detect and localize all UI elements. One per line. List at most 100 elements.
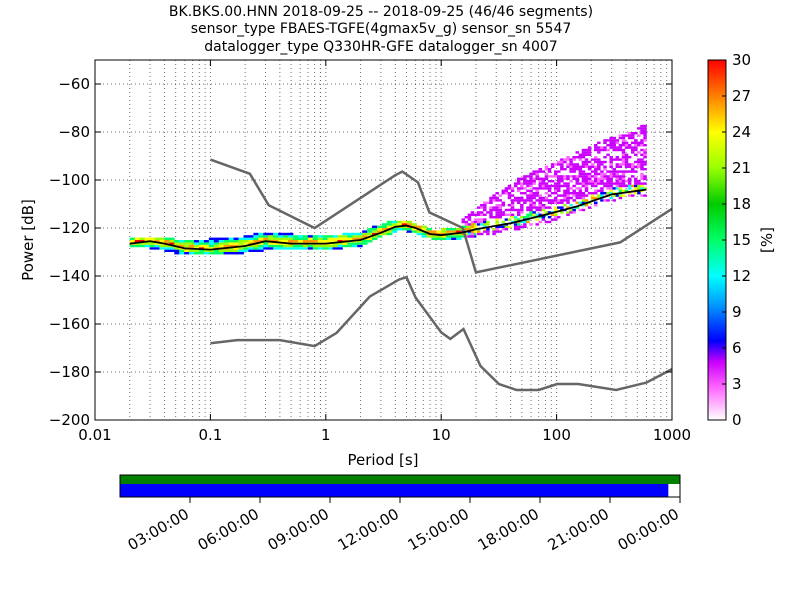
density-cell (544, 177, 549, 180)
density-cell (466, 225, 472, 228)
density-cell (566, 156, 570, 159)
density-cell (640, 127, 644, 130)
density-cell (292, 235, 299, 238)
density-cell (557, 187, 561, 190)
density-cell (476, 223, 481, 226)
density-cell (637, 182, 641, 185)
noise-models (209, 158, 673, 392)
density-cell (618, 182, 623, 185)
density-cell (547, 211, 552, 214)
density-cell (578, 175, 583, 178)
density-cell (630, 136, 635, 140)
density-cell (139, 240, 145, 243)
colorbar-tick-label: 21 (732, 159, 751, 177)
density-cell (640, 177, 644, 180)
density-cell (553, 192, 558, 195)
x-tick-label: 0.1 (198, 426, 222, 444)
density-cell (516, 187, 521, 190)
density-cell (426, 228, 432, 231)
density-cell (578, 153, 583, 156)
density-cell (253, 240, 259, 243)
density-cell (624, 134, 629, 137)
density-cell (516, 201, 521, 204)
density-cell (223, 249, 230, 252)
density-cell (560, 184, 564, 188)
density-cell (640, 168, 644, 171)
density-cell (538, 208, 543, 212)
density-cell (263, 244, 269, 248)
density-cell (504, 228, 509, 231)
density-cell (377, 235, 383, 238)
density-cell (587, 160, 592, 164)
density-cell (352, 235, 358, 238)
density-cell (526, 199, 530, 202)
density-cell (575, 194, 580, 197)
density-cell (513, 228, 518, 231)
time-axis-ticks: 03:00:00 06:00:00 09:00:00 12:00:00 15:00:00… (125, 497, 682, 554)
density-cell (584, 204, 589, 207)
density-cell (575, 163, 580, 166)
density-cell (581, 204, 586, 207)
density-cell (273, 244, 279, 248)
density-cell (504, 187, 509, 190)
density-cell (498, 230, 502, 233)
density-cell (609, 180, 613, 183)
density-cell (238, 249, 244, 252)
density-cell (520, 182, 524, 185)
density-cell (203, 249, 210, 252)
time-tick-label: 06:00:00 (195, 505, 262, 554)
density-cell (501, 192, 506, 195)
density-cell (553, 196, 558, 200)
density-cell (615, 172, 620, 176)
density-cell (606, 180, 610, 183)
density-cell (594, 158, 598, 161)
density-cell (218, 242, 225, 245)
density-cell (634, 132, 638, 135)
density-cell (139, 244, 145, 248)
density-cell (483, 204, 487, 207)
density-cell (547, 216, 552, 219)
density-cell (526, 194, 530, 197)
density-cell (322, 240, 328, 243)
density-cell (297, 240, 304, 243)
density-cell (473, 225, 478, 228)
colorbar-label: [%] (758, 227, 776, 253)
density-cell (510, 206, 515, 209)
density-cell (600, 177, 604, 180)
density-cell (572, 156, 576, 159)
density-cell (520, 211, 524, 214)
density-cell (594, 201, 598, 204)
density-cell (627, 156, 632, 159)
density-cell (535, 187, 539, 190)
density-cell (510, 201, 515, 204)
density-cell (603, 184, 607, 188)
density-cell (547, 199, 552, 202)
density-cell (504, 213, 509, 216)
density-cell (362, 230, 368, 233)
density-cell (480, 206, 484, 209)
density-cell (575, 175, 580, 178)
density-cell (228, 252, 234, 255)
density-cell (288, 235, 294, 238)
density-cell (510, 216, 515, 219)
density-cell (273, 237, 279, 240)
density-cell (297, 235, 304, 238)
density-cell (489, 201, 493, 204)
density-cell (283, 247, 289, 250)
density-cell (643, 194, 647, 197)
density-cell (621, 170, 626, 173)
density-cell (516, 213, 521, 216)
density-cell (615, 163, 620, 166)
density-cell (258, 232, 264, 236)
density-cell (362, 232, 368, 236)
density-cell (643, 127, 647, 130)
density-cell (263, 247, 269, 250)
density-cell (446, 228, 452, 231)
density-cell (560, 201, 564, 204)
density-cell (258, 244, 264, 248)
density-cell (597, 141, 601, 144)
density-cell (386, 220, 393, 224)
density-cell (594, 204, 598, 207)
density-cell (208, 244, 215, 248)
density-cell (544, 206, 549, 209)
